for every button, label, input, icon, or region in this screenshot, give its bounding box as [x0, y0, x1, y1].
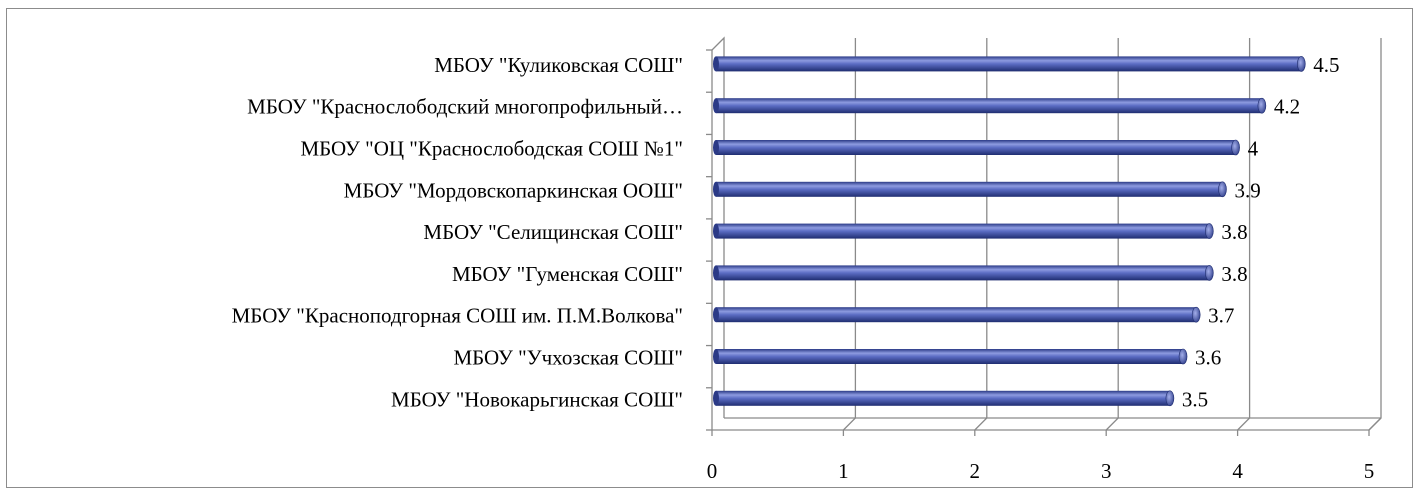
bar-base	[713, 223, 719, 239]
bar	[716, 307, 1197, 323]
bar	[716, 223, 1210, 239]
bar-base	[713, 181, 719, 197]
x-tick-label: 2	[970, 459, 981, 483]
bar-base	[713, 140, 719, 155]
bar-cap	[1178, 348, 1188, 365]
bar	[716, 98, 1262, 114]
bar	[716, 265, 1210, 281]
x-tick-label: 4	[1232, 459, 1243, 483]
bar-cap	[1297, 56, 1306, 72]
bar	[716, 349, 1184, 364]
bar-base	[713, 98, 719, 114]
bar	[716, 181, 1223, 197]
category-label: МБОУ "Куликовская СОШ"	[434, 53, 683, 77]
data-label: 4.2	[1274, 95, 1300, 119]
bar-cap	[1191, 306, 1201, 323]
category-label: МБОУ "Селищинская СОШ"	[423, 220, 683, 244]
bar-cap	[1257, 97, 1267, 114]
data-label: 3.8	[1221, 220, 1247, 244]
bar	[716, 56, 1302, 72]
x-tick-label: 0	[707, 459, 718, 483]
floor-edge	[712, 417, 1382, 431]
bar-base	[713, 349, 719, 364]
category-label: МБОУ "Краснослободский многопрофильный…	[247, 95, 683, 119]
bar-base	[713, 56, 719, 72]
x-tick-label: 5	[1364, 459, 1375, 483]
category-label: МБОУ "Красноподгорная СОШ им. П.М.Волков…	[232, 304, 683, 328]
gridline	[1368, 38, 1382, 431]
bar-cap	[1231, 139, 1240, 156]
data-label: 3.9	[1234, 178, 1260, 202]
bar-cap	[1218, 181, 1227, 198]
data-label: 3.6	[1195, 346, 1221, 370]
bar-base	[713, 265, 719, 281]
bar-base	[713, 307, 719, 323]
bar-cap	[1205, 265, 1214, 281]
x-tick-label: 3	[1101, 459, 1112, 483]
back-wall-edge	[711, 36, 725, 418]
category-label: МБОУ "Новокарьгинская СОШ"	[391, 387, 683, 411]
bar-cap	[1205, 223, 1214, 239]
data-label: 4	[1248, 137, 1259, 161]
data-label: 4.5	[1313, 53, 1339, 77]
bar-base	[713, 390, 719, 406]
chart-frame	[6, 8, 1413, 488]
x-tick-label: 1	[838, 459, 849, 483]
data-label: 3.8	[1221, 262, 1247, 286]
data-label: 3.7	[1208, 304, 1234, 328]
data-label: 3.5	[1182, 387, 1208, 411]
category-label: МБОУ "Мордовскопаркинская ООШ"	[344, 178, 683, 202]
bar	[716, 140, 1236, 155]
category-label: МБОУ "Учхозская СОШ"	[453, 346, 683, 370]
bar	[716, 390, 1170, 406]
bar-cap	[1165, 390, 1175, 407]
category-label: МБОУ "ОЦ "Краснослободская СОШ №1"	[300, 137, 683, 161]
category-label: МБОУ "Гуменская СОШ"	[452, 262, 683, 286]
